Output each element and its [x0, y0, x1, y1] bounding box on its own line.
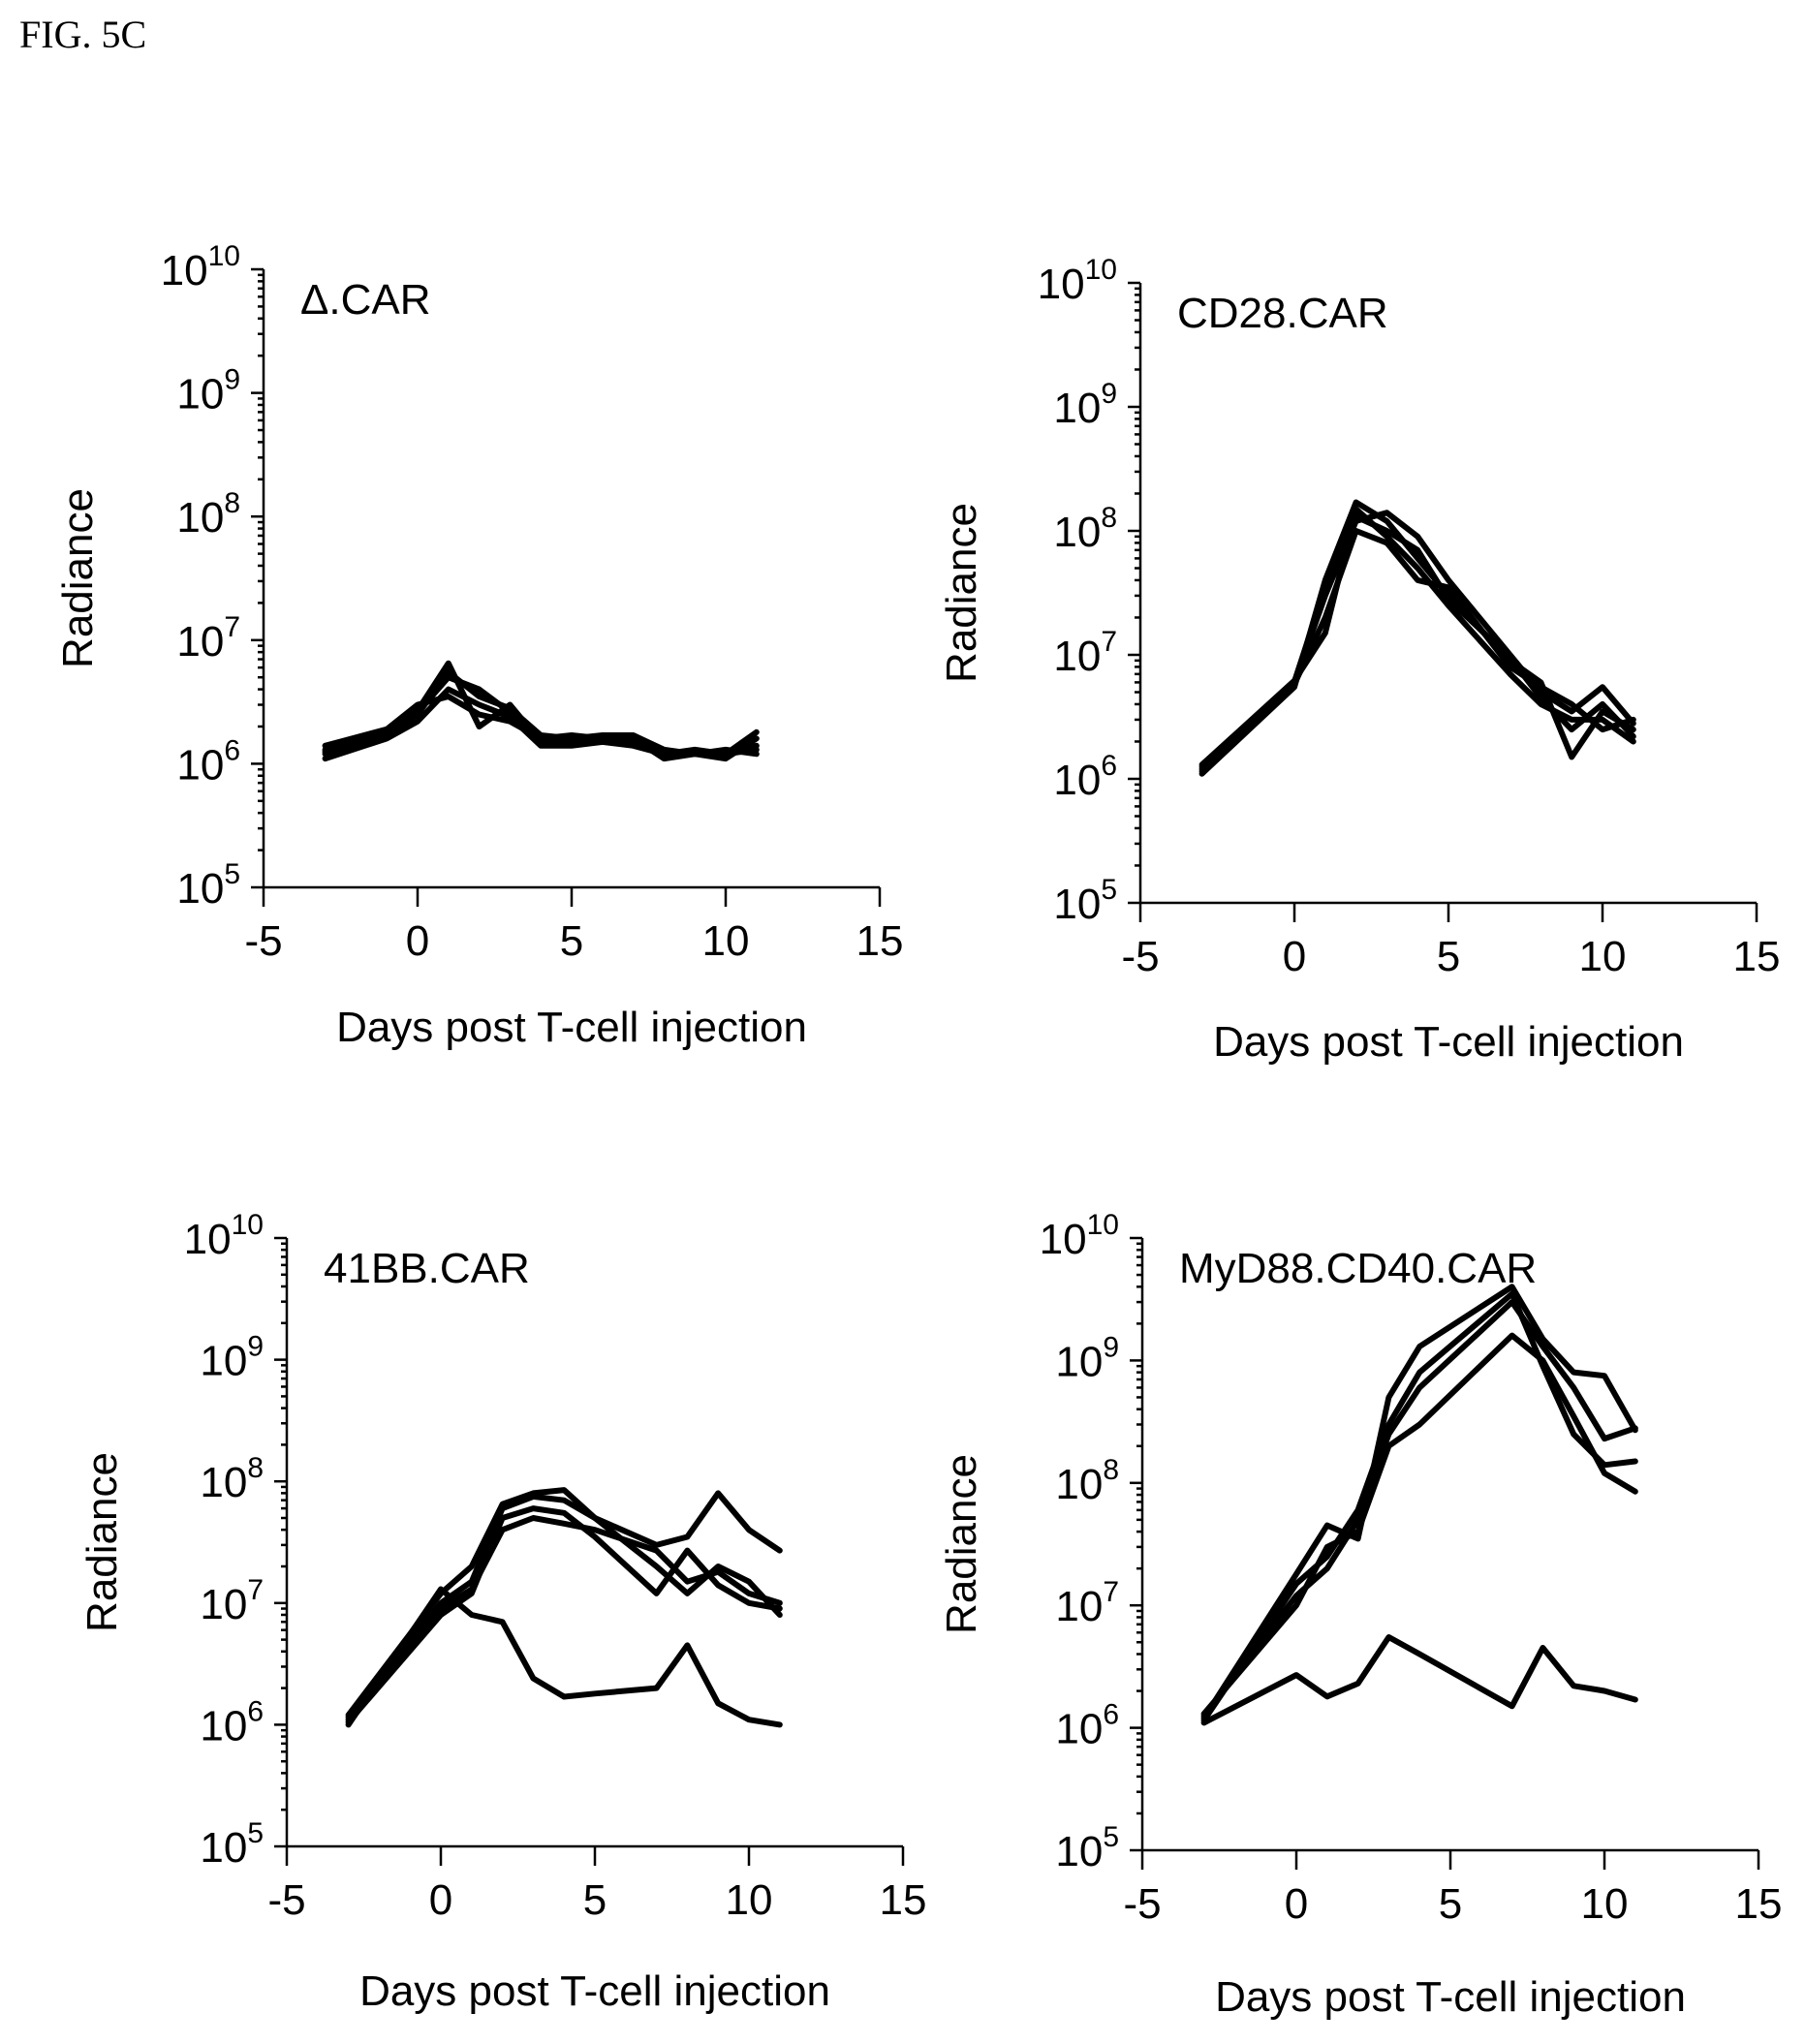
y-axis-title: Radiance [78, 1452, 126, 1632]
x-tick-label: 15 [1733, 933, 1781, 980]
x-tick-label: 0 [1285, 1880, 1308, 1928]
y-tick-label: 109 [200, 1331, 264, 1385]
series-line-5 [322, 674, 760, 759]
chart-title: MyD88.CD40.CAR [1179, 1245, 1537, 1292]
series-line-5 [1198, 513, 1636, 770]
figure-label: FIG. 5C [19, 13, 147, 56]
series-line-4 [345, 1515, 783, 1720]
series-line-1 [1198, 499, 1636, 777]
y-tick-label: 1010 [1038, 254, 1117, 308]
y-tick-label: 105 [1055, 1821, 1119, 1875]
y-tick-label: 107 [176, 611, 240, 666]
y-tick-label: 106 [200, 1695, 264, 1750]
y-tick-label: 107 [1053, 626, 1117, 680]
x-tick-label: 10 [1579, 933, 1627, 980]
x-axis-title: Days post T-cell injection [1215, 1973, 1686, 2021]
y-tick-label: 1010 [1040, 1209, 1119, 1263]
chart-title: 41BB.CAR [324, 1245, 530, 1292]
x-axis-title: Days post T-cell injection [336, 1004, 807, 1051]
x-tick-label: 0 [406, 917, 429, 965]
x-tick-label: 10 [726, 1876, 773, 1924]
series-line-2 [1200, 1284, 1638, 1721]
chart-panel-cd28-car: -5 0 5 10 15 105 106 107 108 109 1010 CD28.CAR Days … [938, 254, 1781, 1066]
series-line-3 [1198, 506, 1636, 768]
x-tick-label: 5 [1439, 1880, 1462, 1928]
x-tick-label: -5 [244, 917, 282, 965]
series-line-5 [1200, 1332, 1638, 1718]
y-tick-label: 109 [1053, 378, 1117, 432]
x-tick-label: -5 [1121, 933, 1159, 980]
chart-title: Δ.CAR [300, 276, 431, 324]
x-tick-label: 5 [560, 917, 583, 965]
x-tick-label: 15 [880, 1876, 927, 1924]
x-tick-label: -5 [1123, 1880, 1161, 1928]
y-tick-label: 105 [176, 858, 240, 913]
x-axis-title: Days post T-cell injection [359, 1967, 830, 2015]
y-tick-label: 105 [1053, 874, 1117, 928]
series-line-4 [1200, 1299, 1638, 1719]
y-tick-label: 107 [1055, 1576, 1119, 1630]
x-tick-label: 10 [1581, 1880, 1629, 1928]
y-tick-label: 108 [176, 487, 240, 542]
x-tick-label: 5 [583, 1876, 607, 1924]
y-tick-label: 106 [176, 734, 240, 789]
chart-panel-delta-car: -5 0 5 10 15 105 106 107 108 109 1010 Δ.CAR Days pos… [54, 240, 904, 1051]
y-axis-title: Radiance [938, 1454, 985, 1634]
y-tick-label: 109 [176, 364, 240, 418]
y-tick-label: 1010 [161, 240, 240, 294]
chart-title: CD28.CAR [1177, 290, 1388, 337]
series-line-1 [1200, 1634, 1638, 1726]
series-line-5 [345, 1505, 783, 1725]
x-tick-label: 15 [1735, 1880, 1783, 1928]
y-tick-label: 107 [200, 1574, 264, 1628]
x-tick-label: 10 [702, 917, 750, 965]
chart-panel-myd88-cd40-car: -5 0 5 10 15 105 106 107 108 109 1010 MyD88.CD40.CA… [938, 1209, 1783, 2021]
series-line-4 [1198, 528, 1636, 775]
series-line-1 [345, 1586, 783, 1728]
series-line-3 [345, 1493, 783, 1723]
x-tick-label: 0 [429, 1876, 452, 1924]
y-axis-title: Radiance [54, 488, 102, 668]
y-tick-label: 108 [200, 1452, 264, 1506]
y-tick-label: 108 [1053, 502, 1117, 556]
y-tick-label: 109 [1055, 1331, 1119, 1385]
y-axis-title: Radiance [938, 503, 985, 683]
y-tick-label: 106 [1053, 750, 1117, 804]
y-tick-label: 1010 [184, 1209, 264, 1263]
x-tick-label: 5 [1437, 933, 1460, 980]
x-tick-label: 0 [1283, 933, 1306, 980]
x-tick-label: -5 [267, 1876, 305, 1924]
chart-panel-41bb-car: -5 0 5 10 15 105 106 107 108 109 1010 41BB.CAR Days … [78, 1209, 926, 2015]
y-tick-label: 106 [1055, 1699, 1119, 1753]
y-tick-label: 108 [1055, 1454, 1119, 1508]
y-tick-label: 105 [200, 1817, 264, 1872]
x-axis-title: Days post T-cell injection [1213, 1018, 1684, 1066]
series-line-2 [345, 1487, 783, 1719]
x-tick-label: 15 [856, 917, 904, 965]
